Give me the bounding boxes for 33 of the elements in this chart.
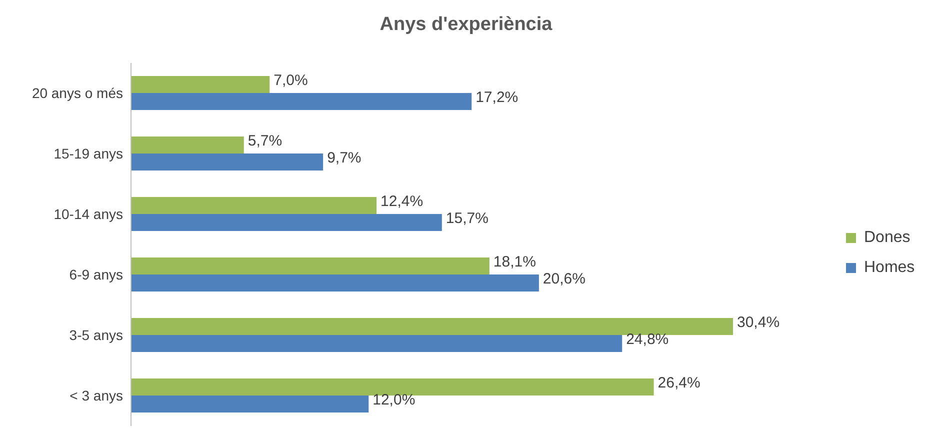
- data-label: 7,0%: [274, 72, 308, 89]
- y-tick-label: 15-19 anys: [54, 146, 123, 162]
- data-label: 12,0%: [372, 392, 416, 408]
- data-label: 24,8%: [626, 331, 669, 348]
- bar: [131, 136, 244, 154]
- bar: [131, 318, 733, 335]
- bar: [131, 274, 539, 292]
- y-tick-label: < 3 anys: [70, 388, 123, 404]
- data-label: 15,7%: [446, 210, 488, 227]
- data-label: 18,1%: [493, 254, 536, 270]
- y-tick-label: 20 anys o més: [32, 85, 123, 102]
- bar: [131, 378, 654, 396]
- data-label: 30,4%: [737, 314, 780, 331]
- bar: [131, 258, 490, 274]
- bar: [131, 335, 622, 352]
- y-tick-label: 3-5 anys: [69, 327, 123, 344]
- data-label: 5,7%: [248, 132, 282, 150]
- legend-label: Dones: [863, 228, 912, 248]
- bar: [131, 154, 324, 170]
- data-label: 17,2%: [476, 89, 518, 106]
- legend-label: Homes: [863, 258, 915, 278]
- y-tick-label: 6-9 anys: [69, 266, 123, 283]
- bar: [131, 396, 369, 412]
- bar: [131, 76, 270, 93]
- data-label: 12,4%: [380, 193, 424, 210]
- bar: [131, 197, 377, 214]
- bar: [131, 93, 472, 110]
- y-tick-label: 10-14 anys: [54, 206, 123, 222]
- bar: [131, 214, 442, 231]
- chart-title: Anys d'experiència: [378, 14, 554, 36]
- data-label: 20,6%: [542, 270, 586, 288]
- data-label: 26,4%: [658, 374, 700, 392]
- data-label: 9,7%: [327, 150, 362, 166]
